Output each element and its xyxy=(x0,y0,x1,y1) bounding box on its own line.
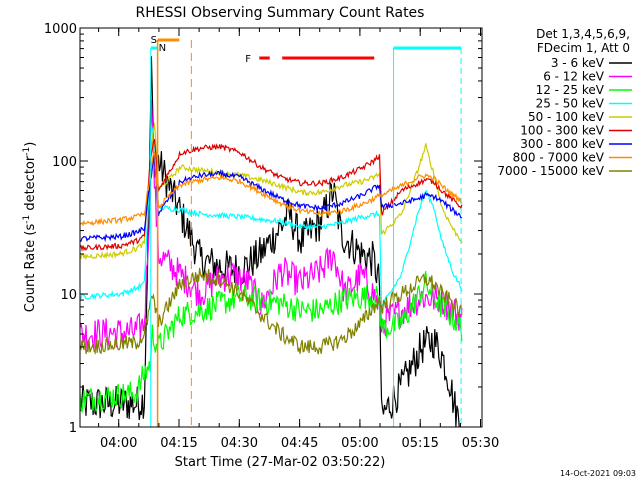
series-line xyxy=(80,138,463,252)
legend-label: 12 - 25 keV xyxy=(536,83,605,97)
y-axis-label-end: ) xyxy=(23,142,38,147)
y-tick-label: 1 xyxy=(69,421,77,436)
x-tick-label: 04:00 xyxy=(100,436,137,451)
y-axis-label: Count Rate (s-1 detector-1) xyxy=(22,142,38,313)
series-line xyxy=(80,267,463,355)
legend: Det 1,3,4,5,6,9, FDecim 1, Att 0 3 - 6 k… xyxy=(497,27,632,178)
series-line xyxy=(80,150,463,227)
series-line xyxy=(80,122,463,261)
series-line xyxy=(80,271,463,414)
legend-label: 800 - 7000 keV xyxy=(513,151,605,165)
series-line xyxy=(80,125,463,308)
annotation-layer: SN F xyxy=(150,35,462,427)
legend-label: 7000 - 15000 keV xyxy=(497,164,604,178)
x-tick-label: 04:45 xyxy=(281,436,318,451)
x-tick-label: 04:30 xyxy=(221,436,258,451)
y-axis-label-exp2: -1 xyxy=(22,147,32,156)
legend-label: 25 - 50 keV xyxy=(536,97,605,111)
x-axis: 04:00 04:15 04:30 04:45 05:00 05:15 05:30 xyxy=(98,28,499,451)
night-label: N xyxy=(159,43,166,54)
y-axis-label-mid: detector xyxy=(23,155,38,215)
series-line xyxy=(80,155,463,243)
y-tick-label: 100 xyxy=(52,155,77,170)
saa-label: S xyxy=(151,35,157,46)
x-tick-label: 05:30 xyxy=(462,436,499,451)
legend-label: 3 - 6 keV xyxy=(551,56,605,70)
plot-frame xyxy=(79,27,483,428)
y-axis-label-exp1: -1 xyxy=(22,215,32,224)
y-axis: 1 10 100 1000 xyxy=(44,22,482,436)
legend-label: 50 - 100 keV xyxy=(528,110,605,124)
legend-label: 6 - 12 keV xyxy=(543,70,605,84)
legend-label: 100 - 300 keV xyxy=(520,124,604,138)
y-axis-label-text: Count Rate (s xyxy=(23,224,38,313)
chart-title: RHESSI Observing Summary Count Rates xyxy=(136,5,425,21)
x-axis-label: Start Time (27-Mar-02 03:50:22) xyxy=(175,455,386,470)
timestamp: 14-Oct-2021 09:03 xyxy=(560,469,636,478)
series-layer xyxy=(80,56,463,427)
legend-header-1: Det 1,3,4,5,6,9, xyxy=(536,27,630,41)
series-line xyxy=(80,56,460,427)
x-tick-label: 04:15 xyxy=(160,436,197,451)
series-line xyxy=(80,99,463,350)
y-tick-label: 10 xyxy=(60,288,77,303)
legend-header-2: FDecim 1, Att 0 xyxy=(537,41,630,55)
x-tick-label: 05:00 xyxy=(341,436,378,451)
legend-label: 300 - 800 keV xyxy=(520,137,604,151)
x-tick-label: 05:15 xyxy=(401,436,438,451)
flare-label: F xyxy=(245,54,251,65)
y-tick-label: 1000 xyxy=(44,22,77,37)
